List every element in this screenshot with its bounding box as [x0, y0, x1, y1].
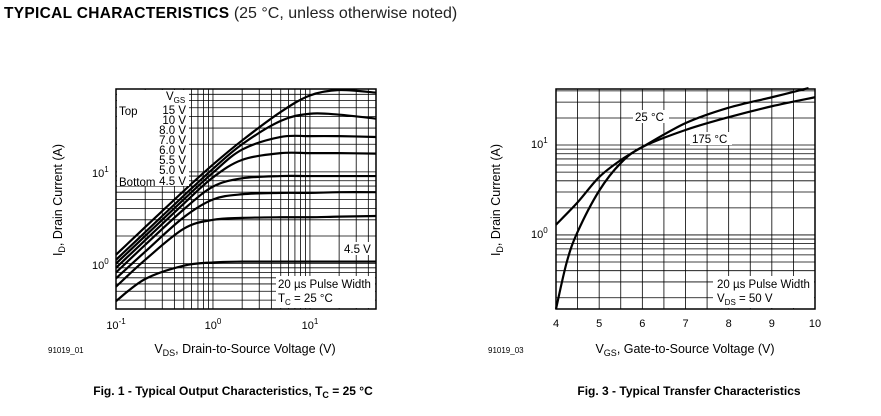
- series-line-15-v: [115, 88, 377, 256]
- fig3-y-axis-label: ID, Drain Current (A): [489, 144, 505, 256]
- section-title: TYPICAL CHARACTERISTICS: [4, 5, 230, 22]
- x-tick-label: 10-1: [106, 317, 126, 332]
- fig1-y-axis-label: ID, Drain Current (A): [51, 144, 67, 256]
- legend-entry: 6.0 V: [159, 145, 186, 157]
- legend-entry: 4.5 V: [159, 176, 186, 188]
- x-tick-label: 8: [726, 318, 732, 330]
- series-line-8-0-v: [115, 134, 377, 265]
- series-line-7-0-v: [115, 151, 377, 269]
- x-tick-label: 10: [809, 318, 821, 330]
- label-bg: [690, 132, 732, 145]
- legend-entry: 10 V: [162, 115, 186, 127]
- fig3-pulse-note: 20 µs Pulse Width: [717, 279, 810, 291]
- fig3-vds-note: VDS = 50 V: [717, 293, 773, 307]
- legend-entry: 5.0 V: [159, 165, 186, 177]
- x-tick-label: 7: [682, 318, 688, 330]
- fig3-chart: 25 °C 175 °C 20 µs Pulse Width VDS = 50 …: [488, 87, 821, 398]
- x-tick-label: 9: [769, 318, 775, 330]
- x-tick-label: 5: [596, 318, 602, 330]
- fig3-series-label-175c: 175 °C: [692, 134, 727, 146]
- fig1-frame: [115, 88, 377, 310]
- fig1-legend: VGS Top Bottom 15 V 10 V 8.0 V 7.0 V 6.0…: [119, 91, 186, 189]
- label-bg: [633, 110, 669, 123]
- fig1-curve-label: 4.5 V: [344, 244, 371, 256]
- legend-entry: 5.5 V: [159, 155, 186, 167]
- legend-bottom-label: Bottom: [119, 177, 155, 189]
- y-tick-label: 100: [92, 257, 109, 272]
- y-tick-label: 101: [92, 165, 109, 180]
- series-line-6-0-v: [115, 174, 376, 274]
- fig3-code: 91019_03: [488, 346, 524, 355]
- fig3-curves: [554, 87, 816, 310]
- series-line-5-0-v: [115, 214, 377, 288]
- y-tick-label: 101: [531, 136, 548, 151]
- series-line-10-v: [115, 112, 377, 261]
- fig1-curves: [115, 88, 377, 302]
- series-line-4-5-v: [115, 260, 376, 302]
- fig1-x-axis-label: VDS, Drain-to-Source Voltage (V): [154, 342, 335, 358]
- x-tick-label: 4: [553, 318, 559, 330]
- fig1-pulse-note: 20 µs Pulse Width: [278, 279, 371, 291]
- fig3-frame: [555, 88, 816, 310]
- fig3-conditions-bg: [713, 276, 814, 308]
- fig1-caption: Fig. 1 - Typical Output Characteristics,…: [93, 384, 373, 400]
- fig3-series-label-25c: 25 °C: [635, 112, 664, 124]
- x-tick-label: 6: [639, 318, 645, 330]
- fig1-temp-note: TC = 25 °C: [278, 293, 333, 307]
- fig1-legend-bg: [117, 90, 189, 186]
- fig1-conditions-bg: [276, 276, 375, 308]
- legend-entry: 15 V: [162, 105, 186, 117]
- legend-top-label: Top: [119, 106, 138, 118]
- x-tick-label: 101: [302, 317, 319, 332]
- legend-entry: 8.0 V: [159, 125, 186, 137]
- x-tick-label: 100: [205, 317, 222, 332]
- curve-label-bg: [342, 242, 374, 255]
- fig1-code: 91019_01: [48, 346, 84, 355]
- fig3-caption: Fig. 3 - Typical Transfer Characteristic…: [577, 384, 801, 398]
- legend-title: VGS: [166, 91, 185, 105]
- legend-entry: 7.0 V: [159, 135, 186, 147]
- fig3-x-axis-label: VGS, Gate-to-Source Voltage (V): [595, 342, 774, 358]
- section-header: TYPICAL CHARACTERISTICS (25 °C, unless o…: [4, 5, 457, 23]
- section-subtitle: (25 °C, unless otherwise noted): [233, 5, 458, 22]
- series-line-175-c: [554, 96, 816, 310]
- series-line-25-c: [555, 87, 809, 226]
- fig1-chart: VGS Top Bottom 15 V 10 V 8.0 V 7.0 V 6.0…: [48, 88, 377, 400]
- y-tick-label: 100: [531, 226, 548, 241]
- series-line-5-5-v: [115, 191, 377, 280]
